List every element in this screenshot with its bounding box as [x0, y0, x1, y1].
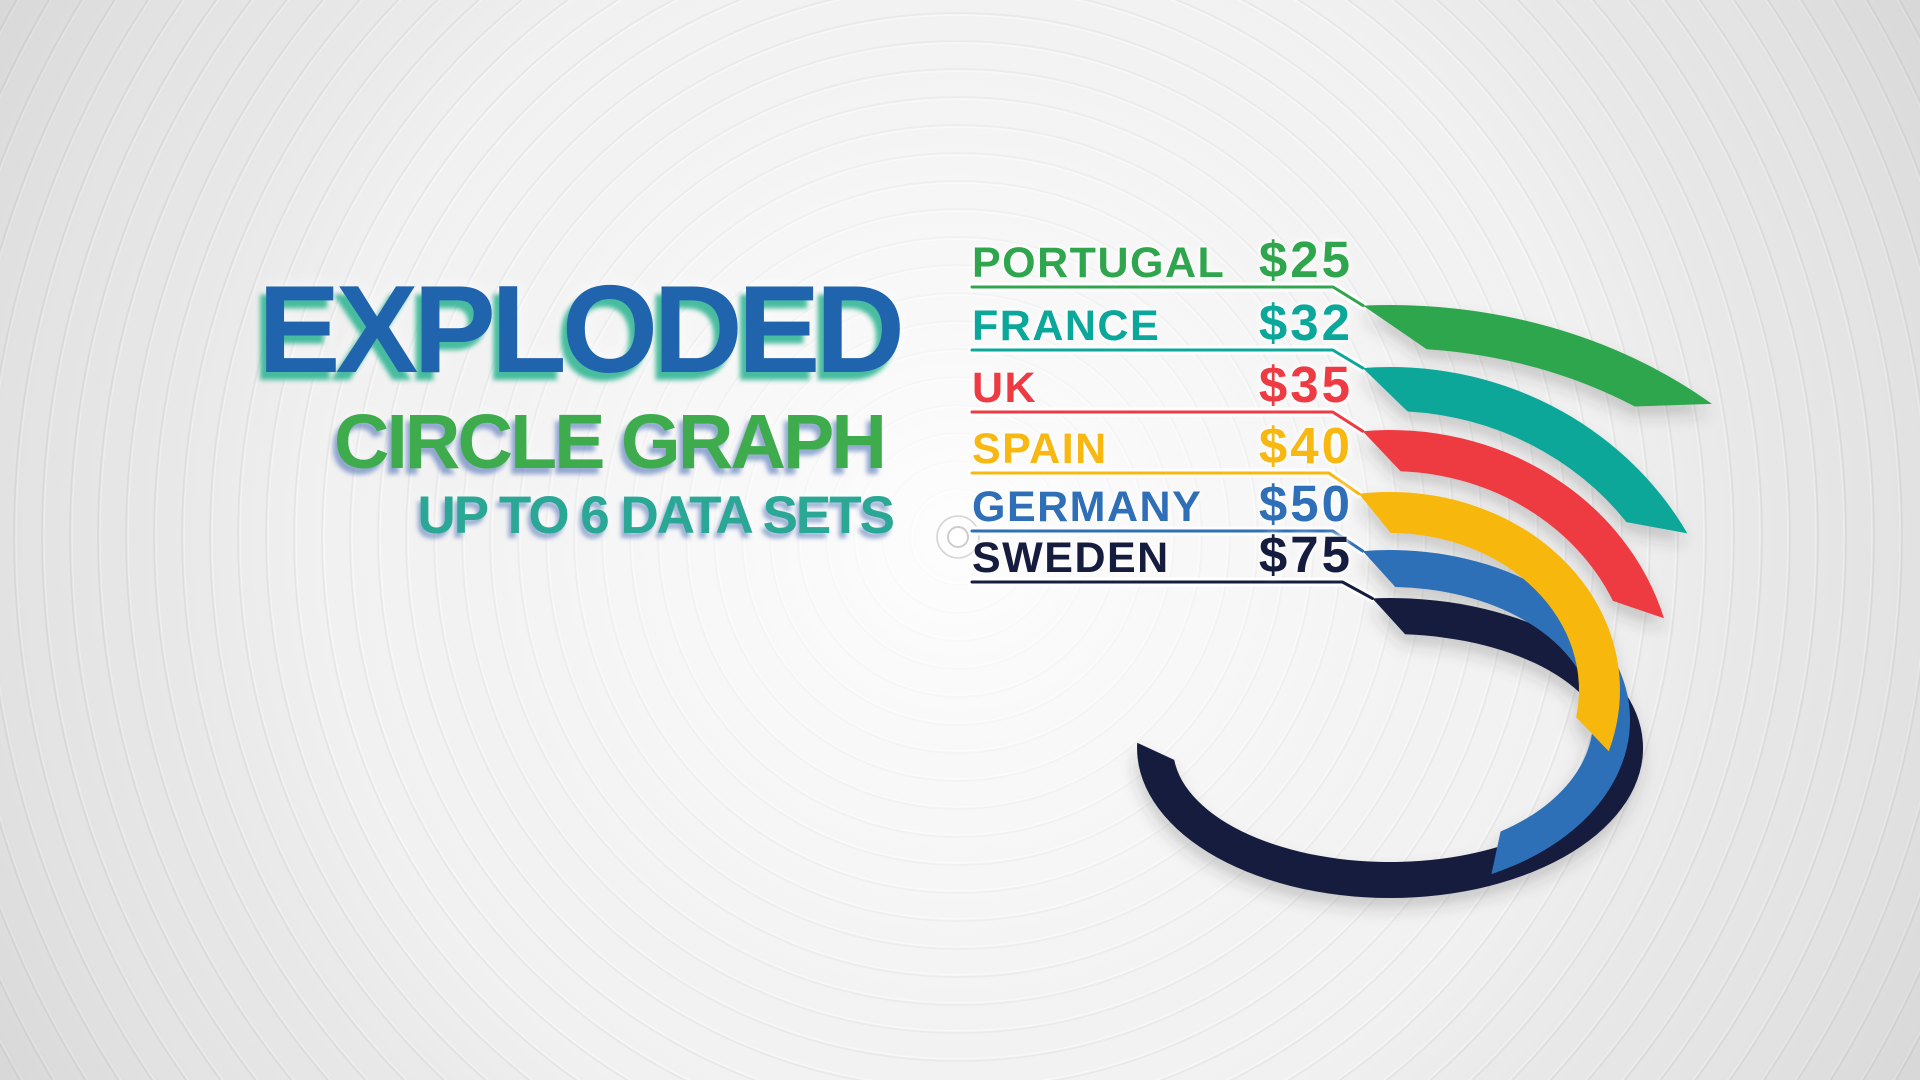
leader-line-halo-sweden — [967, 577, 1377, 603]
title-circle-graph: CIRCLE GRAPH — [333, 399, 887, 485]
leader-lines — [967, 282, 1377, 603]
leader-line-halo-germany — [967, 526, 1368, 556]
leader-line-halo-portugal — [967, 282, 1368, 311]
leader-line-spain — [970, 471, 1361, 496]
leader-line-halo-france — [967, 345, 1368, 373]
leader-line-germany — [970, 529, 1365, 553]
arc-segment-france — [1362, 366, 1688, 534]
title-exploded: EXPLODED — [257, 261, 905, 399]
chart-center-ring — [936, 515, 980, 559]
chart-center-dot — [947, 526, 969, 548]
leader-line-sweden — [970, 580, 1374, 600]
arc-segment-portugal — [1363, 304, 1712, 407]
leader-line-halo-spain — [967, 468, 1364, 499]
subtitle-data-sets: UP TO 6 DATA SETS — [417, 486, 895, 545]
leader-line-uk — [970, 410, 1365, 433]
arc-segments — [1137, 304, 1712, 899]
leader-line-france — [970, 348, 1365, 370]
arc-segment-germany — [1362, 550, 1631, 875]
arc-segment-uk — [1362, 429, 1664, 619]
arc-segment-spain — [1358, 491, 1620, 752]
leader-line-portugal — [970, 285, 1365, 308]
leader-line-halo-uk — [967, 407, 1368, 436]
